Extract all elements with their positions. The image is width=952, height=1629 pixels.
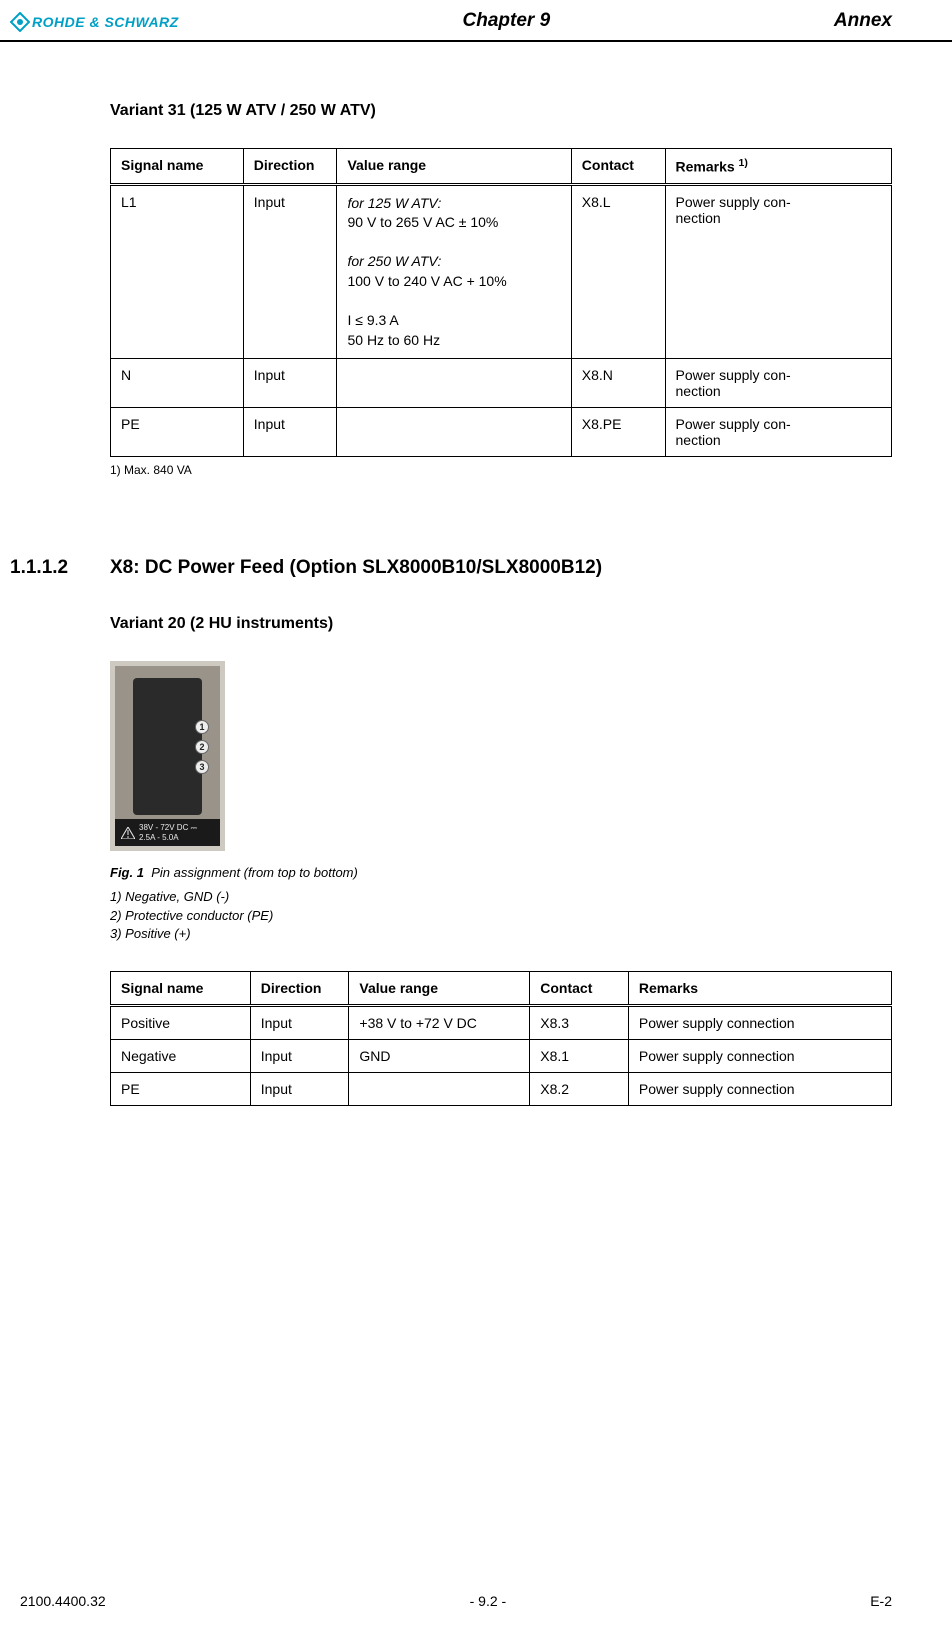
value-ital: for 125 W ATV: — [347, 195, 441, 211]
col-direction: Direction — [250, 971, 349, 1005]
cell-remarks: Power supply connection — [628, 1005, 891, 1039]
col-remarks-text: Remarks — [676, 159, 735, 175]
list-item: 2) Protective conductor (PE) — [110, 907, 892, 925]
cell-value: +38 V to +72 V DC — [349, 1005, 530, 1039]
figure-caption-label: Fig. 1 — [110, 865, 144, 880]
connector-figure: 1 2 3 38V - 72V DC ⎓ 2.5A - 5.0A — [110, 661, 225, 851]
cell-value: GND — [349, 1039, 530, 1072]
table-row: PE Input X8.PE Power supply con- nection — [111, 408, 892, 457]
value-line: 50 Hz to 60 Hz — [347, 332, 440, 348]
cell-remarks: Power supply connection — [628, 1072, 891, 1105]
warning-icon — [121, 827, 135, 839]
table-row: Positive Input +38 V to +72 V DC X8.3 Po… — [111, 1005, 892, 1039]
table-row: N Input X8.N Power supply con- nection — [111, 359, 892, 408]
cell-contact: X8.3 — [530, 1005, 629, 1039]
col-remarks: Remarks — [628, 971, 891, 1005]
section-title: X8: DC Power Feed (Option SLX8000B10/SLX… — [110, 557, 892, 579]
value-ital: for 250 W ATV: — [347, 253, 441, 269]
col-value: Value range — [337, 149, 571, 185]
variant20-table: Signal name Direction Value range Contac… — [110, 971, 892, 1106]
footer-center: - 9.2 - — [470, 1593, 507, 1609]
cell-remarks: Power supply con- nection — [665, 408, 892, 457]
col-value: Value range — [349, 971, 530, 1005]
cell-signal: PE — [111, 1072, 251, 1105]
section-number: 1.1.1.2 — [10, 557, 110, 579]
cell-direction: Input — [250, 1039, 349, 1072]
cell-value — [337, 359, 571, 408]
table-row: Negative Input GND X8.1 Power supply con… — [111, 1039, 892, 1072]
cell-remarks: Power supply connection — [628, 1039, 891, 1072]
cell-contact: X8.PE — [571, 408, 665, 457]
value-line: I ≤ 9.3 A — [347, 312, 398, 328]
value-line: 100 V to 240 V AC + 10% — [347, 273, 506, 289]
col-direction: Direction — [243, 149, 337, 185]
cell-signal: L1 — [111, 184, 244, 359]
cell-remarks: Power supply con- nection — [665, 184, 892, 359]
pin-marker: 2 — [195, 740, 209, 754]
variant20-title: Variant 20 (2 HU instruments) — [110, 615, 892, 633]
cell-direction: Input — [243, 408, 337, 457]
header-chapter: Chapter 9 — [179, 10, 834, 32]
cell-signal: PE — [111, 408, 244, 457]
cell-value: for 125 W ATV: 90 V to 265 V AC ± 10% fo… — [337, 184, 571, 359]
col-signal: Signal name — [111, 971, 251, 1005]
pin-assignment-list: 1) Negative, GND (-) 2) Protective condu… — [110, 888, 892, 943]
section-heading: 1.1.1.2 X8: DC Power Feed (Option SLX800… — [10, 557, 892, 579]
col-signal: Signal name — [111, 149, 244, 185]
cell-signal: Positive — [111, 1005, 251, 1039]
list-item: 1) Negative, GND (-) — [110, 888, 892, 906]
footer-left: 2100.4400.32 — [20, 1593, 106, 1609]
figure-caption-text: Pin assignment (from top to bottom) — [151, 865, 358, 880]
cell-direction: Input — [243, 359, 337, 408]
pin-marker: 1 — [195, 720, 209, 734]
footer-right: E-2 — [870, 1593, 892, 1609]
cell-signal: N — [111, 359, 244, 408]
cell-value — [337, 408, 571, 457]
table-header-row: Signal name Direction Value range Contac… — [111, 149, 892, 185]
brand-logo: ROHDE & SCHWARZ — [10, 12, 179, 32]
variant31-footnote: 1) Max. 840 VA — [110, 463, 892, 477]
connector-plate: 1 2 3 — [133, 678, 202, 815]
cell-value — [349, 1072, 530, 1105]
list-item: 3) Positive (+) — [110, 925, 892, 943]
value-line: 90 V to 265 V AC ± 10% — [347, 214, 498, 230]
col-contact: Contact — [530, 971, 629, 1005]
brand-text: ROHDE & SCHWARZ — [32, 14, 179, 30]
page-header: ROHDE & SCHWARZ Chapter 9 Annex — [0, 0, 952, 42]
cell-contact: X8.1 — [530, 1039, 629, 1072]
cell-direction: Input — [250, 1072, 349, 1105]
cell-contact: X8.2 — [530, 1072, 629, 1105]
figure-block: 1 2 3 38V - 72V DC ⎓ 2.5A - 5.0A Fig. 1 … — [110, 661, 892, 943]
col-remarks-sup: 1) — [739, 157, 748, 169]
variant31-title: Variant 31 (125 W ATV / 250 W ATV) — [110, 102, 892, 120]
table-row: L1 Input for 125 W ATV: 90 V to 265 V AC… — [111, 184, 892, 359]
table-header-row: Signal name Direction Value range Contac… — [111, 971, 892, 1005]
cell-contact: X8.L — [571, 184, 665, 359]
cell-direction: Input — [250, 1005, 349, 1039]
col-contact: Contact — [571, 149, 665, 185]
header-annex: Annex — [834, 10, 892, 32]
table-row: PE Input X8.2 Power supply connection — [111, 1072, 892, 1105]
col-remarks: Remarks 1) — [665, 149, 892, 185]
figure-caption: Fig. 1 Pin assignment (from top to botto… — [110, 865, 892, 880]
content-area: Variant 31 (125 W ATV / 250 W ATV) Signa… — [0, 42, 952, 1106]
brand-icon — [10, 12, 30, 32]
cell-contact: X8.N — [571, 359, 665, 408]
cell-remarks: Power supply con- nection — [665, 359, 892, 408]
connector-rating-label: 38V - 72V DC ⎓ 2.5A - 5.0A — [115, 819, 220, 846]
pin-marker: 3 — [195, 760, 209, 774]
cell-direction: Input — [243, 184, 337, 359]
page-footer: 2100.4400.32 - 9.2 - E-2 — [0, 1593, 952, 1609]
variant31-table: Signal name Direction Value range Contac… — [110, 148, 892, 457]
connector-rating-text: 38V - 72V DC ⎓ 2.5A - 5.0A — [139, 823, 197, 842]
page: ROHDE & SCHWARZ Chapter 9 Annex Variant … — [0, 0, 952, 1629]
cell-signal: Negative — [111, 1039, 251, 1072]
